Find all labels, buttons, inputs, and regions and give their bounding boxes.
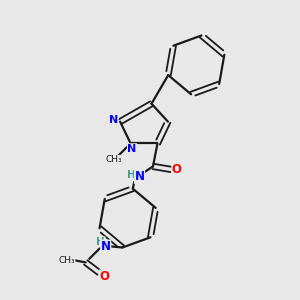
Text: N: N <box>109 115 118 125</box>
Text: N: N <box>101 240 111 253</box>
Text: CH₃: CH₃ <box>58 256 75 265</box>
Text: O: O <box>172 163 182 176</box>
Text: CH₃: CH₃ <box>106 155 122 164</box>
Text: H: H <box>127 170 136 180</box>
Text: O: O <box>100 270 110 283</box>
Text: H: H <box>96 237 105 247</box>
Text: N: N <box>134 170 145 183</box>
Text: N: N <box>128 144 137 154</box>
